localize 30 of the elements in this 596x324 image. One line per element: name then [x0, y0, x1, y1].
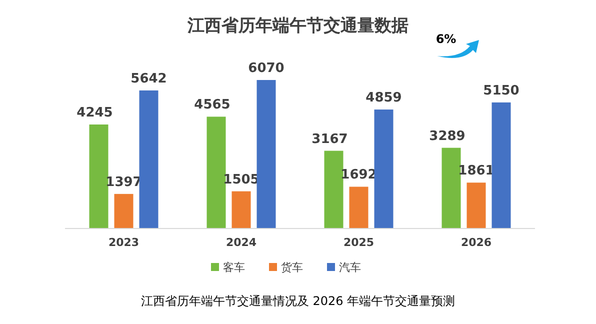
data-label: 3167 — [312, 132, 348, 147]
bar — [492, 102, 511, 228]
x-tick-label: 2026 — [460, 236, 492, 249]
data-label: 6070 — [248, 61, 284, 76]
x-tick-label: 2024 — [226, 236, 257, 249]
legend-label: 客车 — [223, 261, 245, 274]
bar — [89, 124, 108, 228]
text: 6% — [436, 32, 456, 46]
data-label: 4859 — [366, 90, 402, 106]
data-label: 4565 — [194, 98, 230, 113]
bar — [232, 191, 251, 228]
x-tick-label: 2025 — [343, 236, 374, 249]
legend-label: 货车 — [281, 261, 303, 274]
bar — [114, 194, 134, 228]
chart-title: 江西省历年端午节交通量数据 — [186, 16, 408, 36]
legend-label: 汽车 — [339, 261, 361, 274]
data-label: 5642 — [130, 71, 167, 86]
bar — [139, 90, 158, 228]
x-tick-label: 2023 — [108, 236, 140, 249]
bar — [442, 148, 461, 228]
bar — [256, 80, 276, 228]
bar — [206, 116, 226, 228]
data-label: 4245 — [76, 106, 113, 120]
bar — [349, 186, 368, 228]
data-label: 5150 — [483, 83, 520, 98]
bar — [466, 182, 486, 228]
data-label: 3289 — [429, 128, 466, 144]
bar — [374, 110, 394, 228]
bar — [324, 150, 344, 228]
text: 江西省历年端午节交通量情况及 2026 年端午节交通量预测 — [140, 294, 456, 308]
